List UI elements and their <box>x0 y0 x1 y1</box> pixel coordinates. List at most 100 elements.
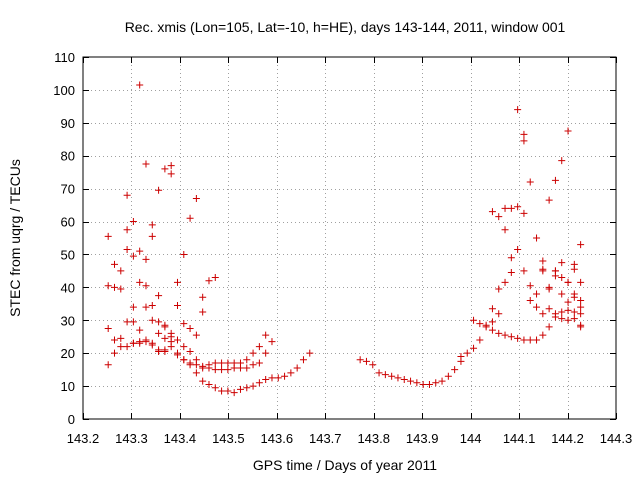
data-point-marker <box>186 348 194 356</box>
data-point-marker <box>507 254 515 262</box>
data-point-marker <box>161 165 169 173</box>
data-point-marker <box>381 371 389 379</box>
data-point-marker <box>570 290 578 298</box>
data-point-marker <box>564 127 572 135</box>
data-point-marker <box>558 157 566 165</box>
data-point-marker <box>148 339 156 347</box>
data-point-marker <box>155 348 163 356</box>
data-point-marker <box>129 218 137 226</box>
data-point-marker <box>192 331 200 339</box>
data-point-marker <box>564 278 572 286</box>
data-point-marker <box>180 343 188 351</box>
data-point-marker <box>136 339 144 347</box>
data-point-marker <box>167 329 175 337</box>
data-points <box>104 81 585 397</box>
x-tick-label: 144.2 <box>551 431 584 446</box>
data-point-marker <box>488 318 496 326</box>
data-point-marker <box>476 336 484 344</box>
data-point-marker <box>570 315 578 323</box>
data-point-marker <box>136 247 144 255</box>
data-point-marker <box>577 321 585 329</box>
data-point-marker <box>110 336 118 344</box>
data-point-marker <box>148 316 156 324</box>
data-point-marker <box>520 137 528 145</box>
data-point-marker <box>495 213 503 221</box>
data-point-marker <box>148 301 156 309</box>
data-point-marker <box>129 318 137 326</box>
data-point-marker <box>539 310 547 318</box>
data-point-marker <box>495 285 503 293</box>
x-tick-label: 144.1 <box>503 431 536 446</box>
data-point-marker <box>514 334 522 342</box>
data-point-marker <box>167 162 175 170</box>
data-point-marker <box>558 315 566 323</box>
data-point-marker <box>142 255 150 263</box>
data-point-marker <box>161 348 169 356</box>
data-point-marker <box>123 343 131 351</box>
data-point-marker <box>577 310 585 318</box>
data-point-marker <box>495 329 503 337</box>
data-point-marker <box>136 81 144 89</box>
data-point-marker <box>262 349 270 357</box>
data-point-marker <box>173 336 181 344</box>
data-point-marker <box>539 331 547 339</box>
data-point-marker <box>520 267 528 275</box>
y-tick-label: 50 <box>61 247 75 262</box>
data-point-marker <box>564 316 572 324</box>
data-point-marker <box>520 130 528 138</box>
x-tick-label: 143.7 <box>309 431 342 446</box>
data-point-marker <box>117 334 125 342</box>
x-tick-label: 144 <box>460 431 482 446</box>
data-point-marker <box>526 297 534 305</box>
data-point-marker <box>577 303 585 311</box>
data-point-marker <box>224 366 232 374</box>
data-point-marker <box>520 336 528 344</box>
data-point-marker <box>419 380 427 388</box>
data-point-marker <box>425 380 433 388</box>
data-point-marker <box>123 226 131 234</box>
data-point-marker <box>551 176 559 184</box>
data-point-marker <box>306 349 314 357</box>
data-point-marker <box>551 267 559 275</box>
data-point-marker <box>432 379 440 387</box>
data-point-marker <box>501 331 509 339</box>
y-tick-label: 30 <box>61 313 75 328</box>
data-point-marker <box>110 260 118 268</box>
x-axis-label: GPS time / Days of year 2011 <box>253 457 437 473</box>
data-point-marker <box>577 241 585 249</box>
data-point-marker <box>274 374 282 382</box>
y-tick-label: 70 <box>61 182 75 197</box>
data-point-marker <box>293 364 301 372</box>
data-point-marker <box>457 352 465 360</box>
data-point-marker <box>488 326 496 334</box>
y-tick-label: 10 <box>61 379 75 394</box>
data-point-marker <box>533 290 541 298</box>
data-point-marker <box>192 356 200 364</box>
data-point-marker <box>117 285 125 293</box>
data-point-marker <box>570 265 578 273</box>
data-point-marker <box>186 214 194 222</box>
data-point-marker <box>180 250 188 258</box>
data-point-marker <box>199 308 207 316</box>
y-tick-label: 80 <box>61 149 75 164</box>
data-point-marker <box>236 385 244 393</box>
data-point-marker <box>155 292 163 300</box>
data-point-marker <box>199 364 207 372</box>
data-point-marker <box>482 323 490 331</box>
data-point-marker <box>129 339 137 347</box>
data-point-marker <box>167 170 175 178</box>
data-point-marker <box>526 336 534 344</box>
data-point-marker <box>470 316 478 324</box>
x-tick-label: 143.9 <box>406 431 439 446</box>
data-point-marker <box>362 357 370 365</box>
data-point-marker <box>205 380 213 388</box>
data-point-marker <box>413 379 421 387</box>
plot-frame <box>82 56 617 420</box>
data-point-marker <box>570 308 578 316</box>
data-point-marker <box>577 297 585 305</box>
data-point-marker <box>564 306 572 314</box>
data-point-marker <box>577 278 585 286</box>
data-point-marker <box>444 372 452 380</box>
data-point-marker <box>167 343 175 351</box>
